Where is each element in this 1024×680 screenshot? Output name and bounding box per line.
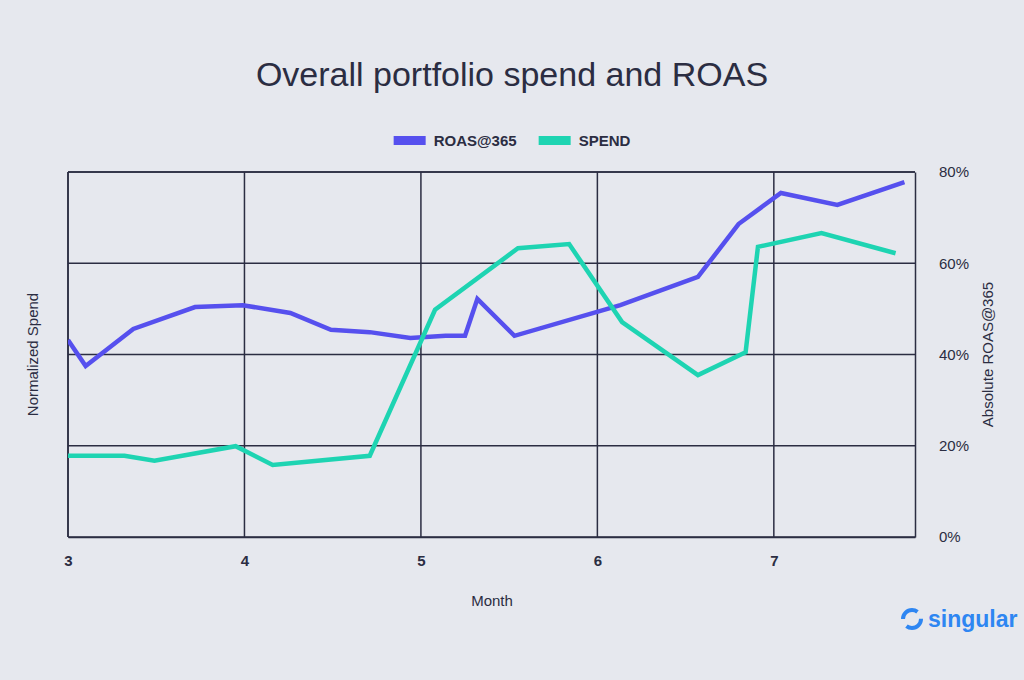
x-tick-label: 7 — [770, 552, 778, 569]
title: Overall portfolio spend and ROAS — [256, 55, 768, 93]
y2-tick: 60% — [915, 255, 969, 272]
x-tick: 3 — [64, 537, 72, 569]
grid-line-y — [68, 171, 915, 173]
legend-label: SPEND — [579, 132, 631, 149]
x-tick: 7 — [770, 537, 778, 569]
legend-item: ROAS@365 — [394, 132, 517, 149]
logo-icon — [903, 610, 921, 628]
y2-tick: 40% — [915, 346, 969, 363]
frame-left — [67, 172, 69, 537]
x-tick-label: 5 — [417, 552, 425, 569]
grid-line-y — [68, 536, 915, 538]
legend-swatch — [539, 136, 571, 145]
x-tick: 5 — [417, 537, 425, 569]
x-tick-label: 6 — [594, 552, 602, 569]
y2-tick-label: 80% — [939, 163, 969, 180]
logo-text: singular — [928, 606, 1018, 632]
x-tick: 6 — [594, 537, 602, 569]
grid-line-y — [68, 445, 915, 447]
series-line — [68, 233, 896, 465]
y2-tick-label: 60% — [939, 255, 969, 272]
grid-line-y — [68, 354, 915, 356]
frame-top — [68, 171, 915, 173]
y2-tick-label: 0% — [939, 528, 961, 545]
logo: singular — [903, 606, 1018, 632]
y2-tick: 20% — [915, 437, 969, 454]
grid — [68, 172, 915, 537]
legend-item: SPEND — [539, 132, 631, 149]
grid-line-x — [67, 172, 69, 537]
y-axis-title: Normalized Spend — [24, 293, 41, 416]
background — [0, 0, 1024, 680]
chart: Overall portfolio spend and ROAS 3 4 5 6 7 0% 2… — [0, 0, 1024, 680]
x-axis-line — [69, 537, 916, 539]
x-tick-label: 3 — [64, 552, 72, 569]
y2-axis-line — [915, 173, 917, 538]
x-axis: 3 4 5 6 7 — [64, 537, 915, 569]
legend-label: ROAS@365 — [434, 132, 517, 149]
y2-axis-title: Absolute ROAS@365 — [979, 282, 996, 427]
y2-tick-label: 20% — [939, 437, 969, 454]
x-tick: 4 — [241, 537, 250, 569]
y2-tick: 0% — [915, 528, 961, 545]
y2-axis: 0% 20% 40% 60% 80% — [915, 163, 969, 545]
x-axis-title: Month — [471, 592, 513, 609]
grid-line-y — [68, 263, 915, 265]
y2-tick-label: 40% — [939, 346, 969, 363]
x-tick-label: 4 — [241, 552, 250, 569]
y2-tick: 80% — [915, 163, 969, 180]
plot-area — [68, 182, 904, 465]
legend: ROAS@365 SPEND — [394, 132, 631, 149]
legend-swatch — [394, 136, 426, 145]
